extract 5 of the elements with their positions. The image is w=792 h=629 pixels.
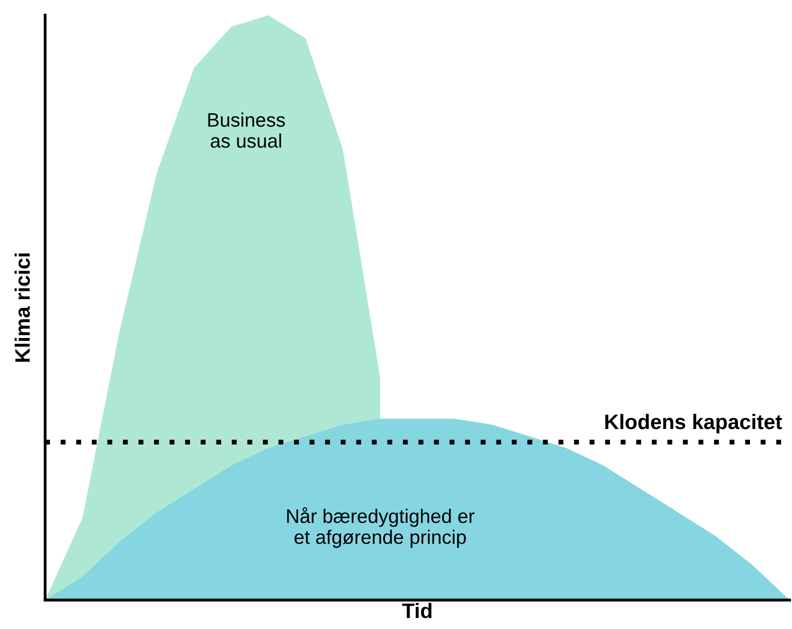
annotation: Business as usual — [208, 112, 285, 148]
x-axis-title: Tid — [402, 602, 432, 618]
annotation: Når bæredygtighed er et afgørende princip — [287, 507, 474, 548]
ref-line-label: Klodens kapacitet — [605, 414, 782, 434]
y-axis-title: Klima ricici — [14, 253, 30, 362]
